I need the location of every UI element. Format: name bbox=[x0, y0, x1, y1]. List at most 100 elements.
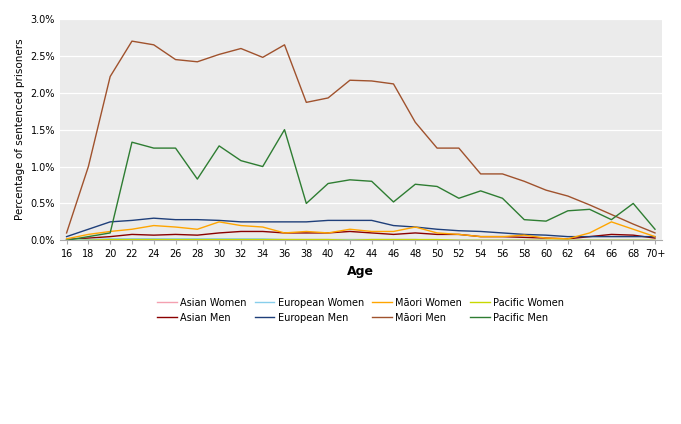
Maori Men bbox=[433, 145, 441, 151]
Asian Men bbox=[259, 229, 267, 234]
European Men bbox=[63, 234, 71, 239]
Asian Women bbox=[477, 238, 485, 243]
Maori Women bbox=[128, 227, 136, 232]
Pacific Men bbox=[128, 139, 136, 145]
European Men bbox=[564, 234, 572, 239]
Maori Women bbox=[498, 234, 507, 239]
Maori Women bbox=[84, 232, 93, 237]
Asian Men bbox=[302, 230, 311, 235]
European Women bbox=[542, 238, 550, 243]
Asian Men bbox=[84, 236, 93, 241]
Pacific Men bbox=[542, 219, 550, 224]
Maori Men bbox=[586, 202, 594, 207]
Pacific Men bbox=[84, 234, 93, 239]
Pacific Women bbox=[128, 237, 136, 242]
European Men bbox=[172, 217, 180, 222]
Line: Maori Women: Maori Women bbox=[67, 222, 655, 239]
Pacific Women bbox=[607, 238, 616, 243]
Maori Women bbox=[302, 229, 311, 234]
European Men bbox=[542, 233, 550, 238]
Asian Women bbox=[193, 237, 202, 242]
European Women bbox=[520, 238, 528, 243]
Maori Women bbox=[520, 233, 528, 238]
Asian Men bbox=[542, 236, 550, 241]
Asian Women bbox=[150, 236, 158, 241]
Pacific Women bbox=[368, 237, 376, 242]
Asian Men bbox=[128, 232, 136, 237]
Asian Women bbox=[455, 238, 463, 243]
Pacific Women bbox=[411, 237, 419, 242]
European Women bbox=[390, 237, 398, 242]
European Women bbox=[564, 238, 572, 243]
Pacific Men bbox=[455, 196, 463, 201]
Pacific Women bbox=[259, 237, 267, 242]
European Men bbox=[498, 230, 507, 235]
Asian Men bbox=[411, 230, 419, 235]
Pacific Men bbox=[498, 196, 507, 201]
European Women bbox=[128, 236, 136, 241]
European Men bbox=[411, 224, 419, 229]
Asian Women bbox=[346, 237, 354, 242]
Asian Men bbox=[498, 234, 507, 239]
Maori Men bbox=[477, 171, 485, 176]
Pacific Women bbox=[215, 237, 223, 242]
Asian Women bbox=[607, 238, 616, 243]
European Women bbox=[215, 236, 223, 241]
Maori Women bbox=[477, 234, 485, 239]
Asian Women bbox=[128, 236, 136, 241]
Maori Women bbox=[193, 227, 202, 232]
European Women bbox=[237, 236, 245, 241]
Maori Women bbox=[564, 236, 572, 241]
Pacific Women bbox=[542, 238, 550, 243]
Asian Men bbox=[564, 236, 572, 241]
European Men bbox=[346, 218, 354, 223]
Maori Men bbox=[455, 145, 463, 151]
European Women bbox=[106, 236, 114, 241]
Asian Men bbox=[237, 229, 245, 234]
European Men bbox=[368, 218, 376, 223]
European Men bbox=[106, 219, 114, 224]
European Women bbox=[455, 238, 463, 243]
Pacific Women bbox=[193, 237, 202, 242]
Pacific Men bbox=[215, 143, 223, 148]
European Women bbox=[302, 237, 311, 242]
Asian Women bbox=[542, 238, 550, 243]
Asian Women bbox=[368, 237, 376, 242]
Asian Women bbox=[324, 237, 332, 242]
European Women bbox=[63, 237, 71, 242]
Pacific Men bbox=[324, 181, 332, 186]
Pacific Men bbox=[368, 179, 376, 184]
Maori Women bbox=[281, 230, 289, 235]
Asian Women bbox=[498, 238, 507, 243]
Asian Men bbox=[368, 230, 376, 235]
Pacific Men bbox=[63, 238, 71, 243]
Asian Women bbox=[259, 237, 267, 242]
Pacific Men bbox=[237, 158, 245, 163]
Pacific Women bbox=[281, 237, 289, 242]
Asian Women bbox=[411, 237, 419, 242]
Asian Men bbox=[281, 230, 289, 235]
European Men bbox=[193, 217, 202, 222]
European Men bbox=[302, 219, 311, 224]
European Men bbox=[128, 218, 136, 223]
European Women bbox=[324, 237, 332, 242]
Maori Men bbox=[542, 187, 550, 192]
Maori Women bbox=[106, 229, 114, 234]
Maori Men bbox=[564, 193, 572, 198]
Asian Men bbox=[215, 230, 223, 235]
Maori Men bbox=[215, 52, 223, 57]
Maori Women bbox=[172, 224, 180, 229]
European Women bbox=[498, 238, 507, 243]
Maori Men bbox=[324, 95, 332, 100]
Legend: Asian Women, Asian Men, European Women, European Men, Māori Women, Māori Men, Pa: Asian Women, Asian Men, European Women, … bbox=[153, 294, 569, 326]
Pacific Men bbox=[281, 127, 289, 132]
Asian Men bbox=[106, 234, 114, 239]
Asian Women bbox=[63, 238, 71, 243]
Maori Women bbox=[651, 234, 659, 239]
Pacific Women bbox=[433, 237, 441, 242]
Pacific Men bbox=[564, 208, 572, 213]
Y-axis label: Percentage of sentenced prisoners: Percentage of sentenced prisoners bbox=[15, 39, 25, 220]
Maori Women bbox=[324, 230, 332, 235]
Maori Men bbox=[651, 230, 659, 235]
Maori Men bbox=[346, 78, 354, 83]
